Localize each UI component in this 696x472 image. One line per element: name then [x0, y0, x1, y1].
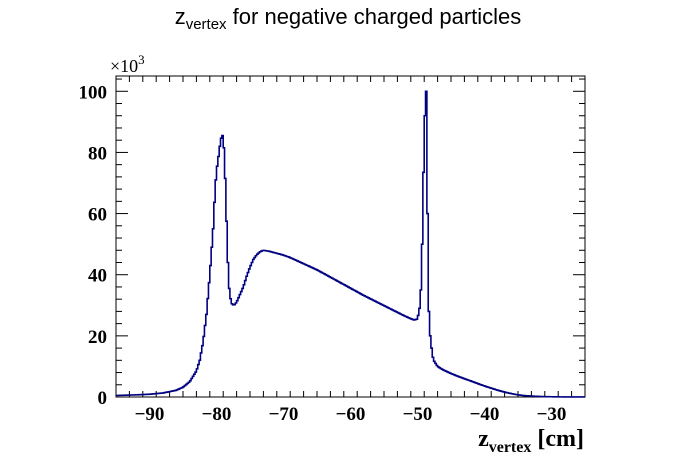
y-tick-label: 80: [88, 143, 107, 164]
series-histogram-line: [116, 90, 585, 398]
y-tick-label: 100: [79, 82, 108, 103]
x-axis-ticks: [115, 76, 586, 397]
chart-title: zvertex for negative charged particles: [175, 4, 522, 33]
chart-title-main: z: [175, 4, 186, 29]
x-axis-label-rest: [cm]: [531, 426, 584, 452]
x-tick-label: −30: [537, 404, 567, 425]
chart-title-rest: for negative charged particles: [227, 4, 522, 29]
x-tick-label: −90: [135, 404, 165, 425]
y-tick-label: 40: [88, 266, 107, 287]
x-tick-label: −50: [403, 404, 433, 425]
x-tick-label: −70: [269, 404, 299, 425]
plot-frame: [115, 75, 586, 398]
y-tick-label: 60: [88, 205, 107, 226]
y-tick-label: 0: [98, 388, 108, 409]
x-tick-label: −60: [336, 404, 366, 425]
y-axis-multiplier: ×103: [110, 52, 145, 76]
x-axis-label-sub: vertex: [489, 439, 532, 456]
x-tick-label: −80: [202, 404, 232, 425]
y-axis-tick-labels: 0 20 40 60 80 100: [79, 82, 108, 409]
y-tick-label: 20: [88, 327, 107, 348]
y-multiplier-exp: 3: [138, 52, 145, 67]
y-multiplier-base: ×10: [110, 56, 138, 76]
x-axis-label: zvertex [cm]: [478, 426, 584, 456]
x-tick-label: −40: [470, 404, 500, 425]
chart-title-sub: vertex: [186, 16, 227, 33]
x-axis-label-main: z: [478, 426, 489, 452]
y-axis-ticks: [116, 78, 585, 398]
x-axis-tick-labels: −90 −80 −70 −60 −50 −40 −30: [135, 404, 567, 425]
